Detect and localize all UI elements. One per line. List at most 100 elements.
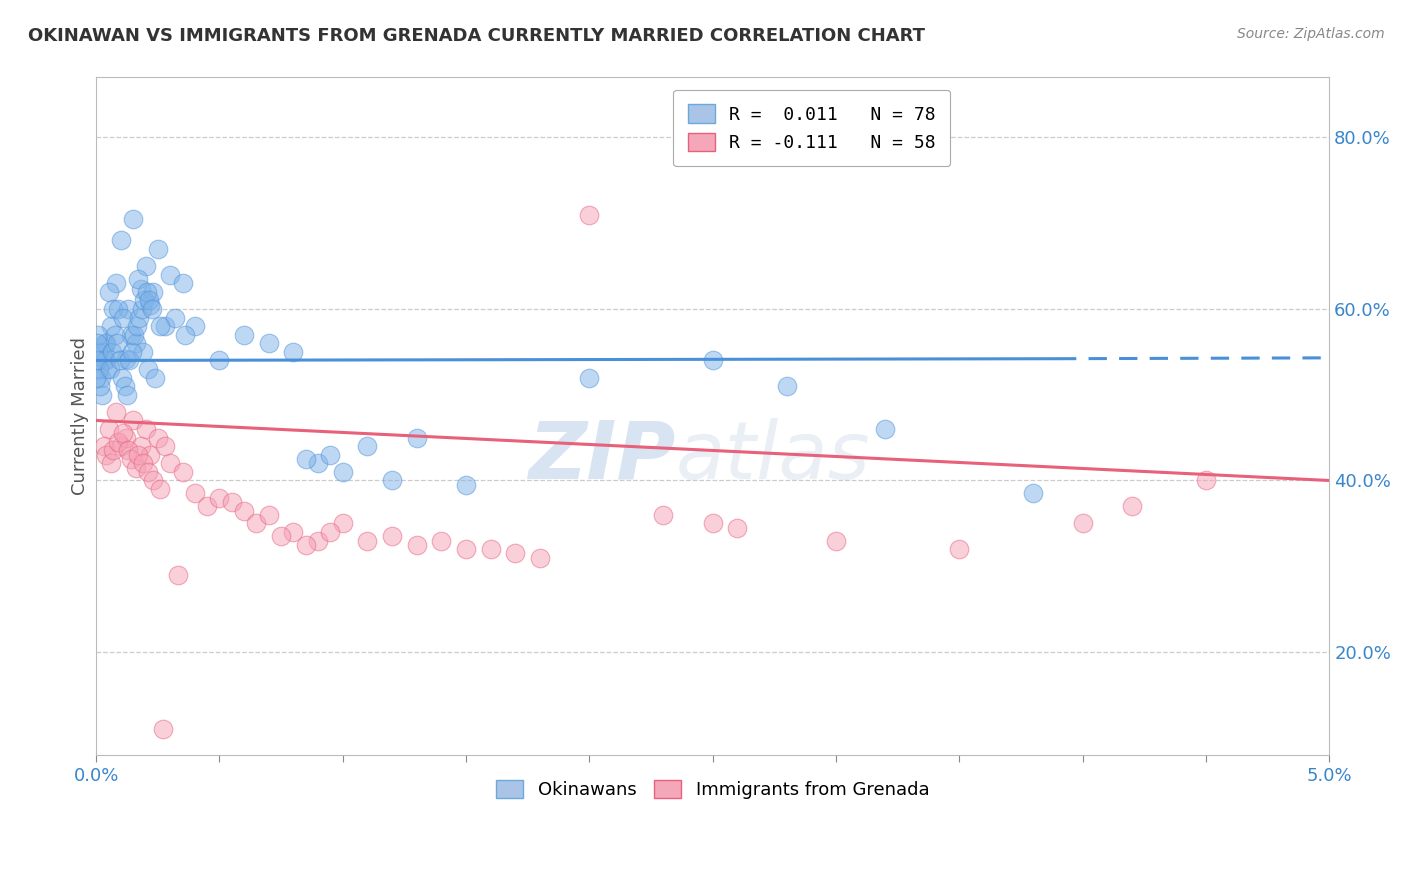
Point: [145, 370, 167, 384]
Point: [112, 310, 135, 325]
Point: [134, 259, 156, 273]
Point: [121, 344, 143, 359]
Point: [86, 327, 108, 342]
Point: [105, 336, 128, 351]
Point: [142, 474, 165, 488]
Point: [172, 465, 194, 479]
Point: [114, 351, 136, 366]
Point: [166, 567, 188, 582]
Point: [129, 439, 152, 453]
Point: [98, 362, 121, 376]
Point: [529, 550, 551, 565]
Point: [93, 344, 115, 359]
Point: [107, 301, 129, 316]
Point: [117, 301, 139, 316]
Point: [776, 379, 799, 393]
Point: [1071, 516, 1094, 531]
Point: [94, 336, 117, 351]
Point: [456, 542, 478, 557]
Point: [134, 422, 156, 436]
Point: [332, 465, 354, 479]
Point: [332, 516, 354, 531]
Point: [159, 268, 181, 282]
Point: [184, 486, 207, 500]
Point: [138, 293, 160, 308]
Point: [172, 277, 194, 291]
Point: [100, 456, 122, 470]
Point: [91, 388, 114, 402]
Point: [124, 327, 146, 342]
Point: [94, 448, 117, 462]
Point: [233, 503, 256, 517]
Point: [430, 533, 453, 548]
Point: [118, 353, 141, 368]
Point: [825, 533, 848, 548]
Point: [141, 301, 163, 316]
Text: ZIP: ZIP: [529, 417, 676, 496]
Text: atlas: atlas: [676, 417, 870, 496]
Point: [136, 362, 159, 376]
Point: [702, 516, 724, 531]
Point: [307, 456, 329, 470]
Point: [146, 242, 169, 256]
Point: [875, 422, 897, 436]
Point: [233, 327, 256, 342]
Point: [96, 362, 118, 376]
Text: Source: ZipAtlas.com: Source: ZipAtlas.com: [1237, 27, 1385, 41]
Point: [174, 327, 197, 342]
Point: [104, 327, 127, 342]
Point: [132, 456, 155, 470]
Point: [97, 285, 120, 299]
Point: [87, 344, 110, 359]
Point: [114, 379, 136, 393]
Point: [505, 546, 527, 560]
Point: [1022, 486, 1045, 500]
Point: [132, 344, 155, 359]
Point: [307, 533, 329, 548]
Point: [270, 529, 292, 543]
Point: [356, 439, 378, 453]
Point: [245, 516, 267, 531]
Point: [142, 285, 165, 299]
Point: [86, 353, 108, 368]
Point: [146, 431, 169, 445]
Point: [283, 344, 305, 359]
Point: [127, 272, 149, 286]
Point: [127, 448, 149, 462]
Point: [87, 362, 110, 376]
Point: [124, 336, 146, 351]
Point: [122, 413, 145, 427]
Point: [139, 448, 162, 462]
Point: [195, 500, 218, 514]
Point: [101, 344, 124, 359]
Point: [134, 293, 156, 308]
Point: [131, 301, 153, 316]
Point: [702, 353, 724, 368]
Point: [405, 538, 427, 552]
Point: [96, 353, 118, 368]
Point: [295, 452, 318, 467]
Point: [93, 353, 115, 368]
Point: [165, 310, 187, 325]
Point: [135, 285, 157, 299]
Point: [100, 319, 122, 334]
Point: [652, 508, 675, 522]
Point: [149, 482, 172, 496]
Point: [90, 370, 112, 384]
Point: [149, 319, 172, 334]
Point: [136, 465, 159, 479]
Point: [110, 439, 132, 453]
Point: [129, 282, 152, 296]
Point: [578, 208, 600, 222]
Point: [456, 477, 478, 491]
Point: [122, 211, 145, 226]
Point: [89, 379, 111, 393]
Point: [1195, 474, 1218, 488]
Point: [110, 233, 132, 247]
Point: [128, 310, 150, 325]
Point: [221, 495, 243, 509]
Point: [125, 319, 148, 334]
Legend: Okinawans, Immigrants from Grenada: Okinawans, Immigrants from Grenada: [481, 765, 943, 814]
Point: [120, 327, 142, 342]
Point: [115, 388, 138, 402]
